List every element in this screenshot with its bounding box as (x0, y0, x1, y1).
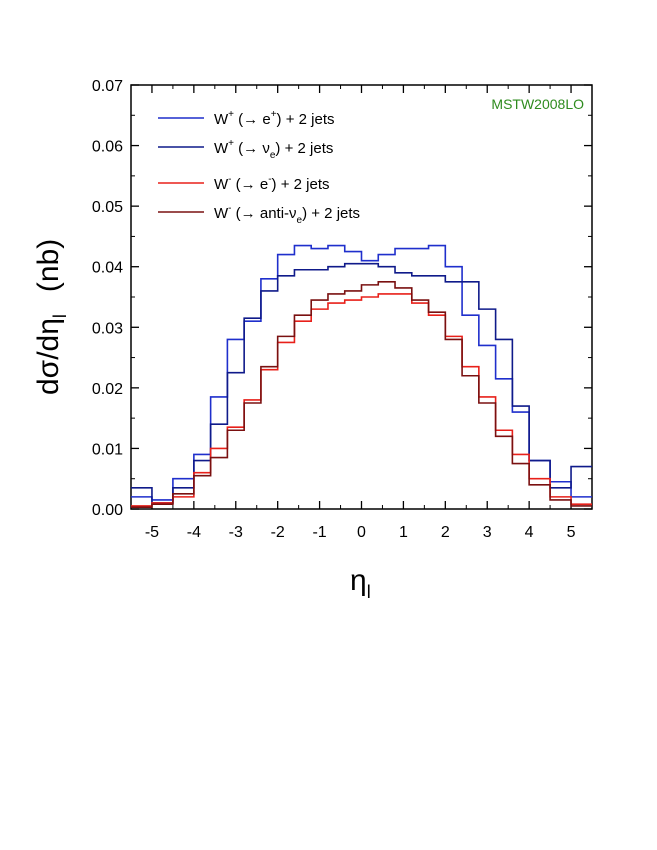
x-tick-label: -1 (312, 524, 326, 541)
y-axis-label-subscript: l (50, 314, 70, 318)
series-layer (131, 244, 592, 508)
y-axis-label: dσ/dηl(nb) (32, 239, 70, 395)
y-tick-label: 0.03 (92, 320, 123, 337)
series-line-1 (131, 244, 592, 501)
legend-entry-label: W+ (→ νe) + 2 jets (214, 138, 333, 161)
series-line-2 (131, 262, 592, 504)
x-tick-label: -5 (145, 524, 159, 541)
pdf-set-annotation: MSTW2008LO (491, 96, 584, 112)
x-tick-label: -4 (187, 524, 201, 541)
x-tick-label: 5 (567, 524, 576, 541)
x-tick-label: 2 (441, 524, 450, 541)
series-line-3 (131, 293, 592, 507)
y-tick-label: 0.01 (92, 441, 123, 458)
series-line-4 (131, 281, 592, 508)
y-tick-label: 0.06 (92, 139, 123, 156)
legend-entry-label: W- (→ anti-νe) + 2 jets (214, 203, 360, 226)
y-tick-label: 0.04 (92, 260, 123, 277)
y-axis-label-text: dσ/dηl(nb) (32, 239, 70, 395)
axis-ticks: -5 -4 -3 -2 -1 0 1 2 3 4 5 0.00 0.01 0.02 0.03 0.04 0.05… (92, 78, 593, 541)
x-tick-label: 0 (357, 524, 366, 541)
legend-entry-label: W+ (→ e+) + 2 jets (214, 109, 335, 128)
y-tick-label: 0.00 (92, 502, 123, 519)
legend: W+ (→ e+) + 2 jets W+ (→ νe) + 2 jets W- (… (158, 109, 360, 226)
y-axis-unit: (nb) (32, 239, 65, 292)
legend-entry-label: W- (→ e-) + 2 jets (214, 174, 330, 193)
x-tick-label: 1 (399, 524, 408, 541)
x-tick-label: -2 (271, 524, 285, 541)
x-axis-label-text: ηl (350, 564, 371, 602)
y-tick-label: 0.07 (92, 78, 123, 95)
y-tick-label: 0.05 (92, 199, 123, 216)
x-tick-label: 4 (525, 524, 534, 541)
y-tick-label: 0.02 (92, 381, 123, 398)
x-axis-label-subscript: l (367, 582, 371, 602)
x-tick-label: -3 (229, 524, 243, 541)
x-axis-label: ηl (350, 564, 371, 602)
x-tick-label: 3 (483, 524, 492, 541)
